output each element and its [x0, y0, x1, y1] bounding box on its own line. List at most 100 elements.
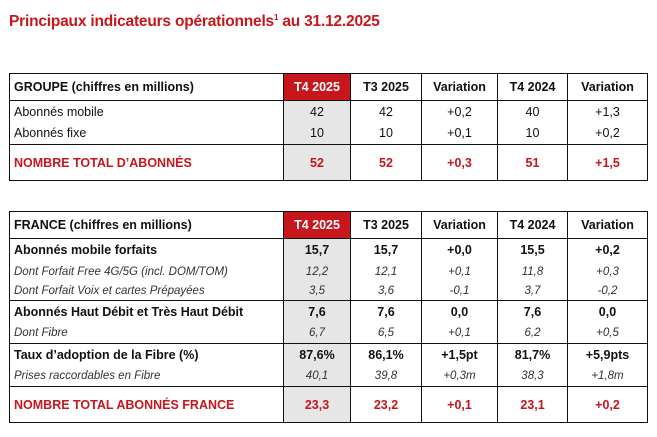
- table-cell: 0,0: [421, 300, 498, 323]
- table-cell: +0,3: [567, 261, 648, 282]
- table-cell: 3,5: [283, 281, 351, 301]
- table-cell: 6,2: [497, 322, 568, 344]
- table-cell: 87,6%: [283, 343, 351, 366]
- table-cell: 3,7: [497, 281, 568, 301]
- table-cell: 10: [497, 122, 568, 145]
- row-label: Abonnés fixe: [9, 122, 284, 145]
- table-cell: 38,3: [497, 365, 568, 387]
- table-cell: +0,1: [421, 122, 498, 145]
- column-header: T3 2025: [350, 211, 422, 239]
- table-header-label: FRANCE (chiffres en millions): [9, 211, 284, 239]
- title-text: Principaux indicateurs opérationnels: [9, 13, 274, 31]
- france-table: FRANCE (chiffres en millions) T4 2025 T3 2…: [9, 211, 648, 423]
- row-label: Prises raccordables en Fibre: [9, 365, 284, 387]
- table-cell: 12,2: [283, 261, 351, 282]
- table-cell: 15,7: [283, 238, 351, 262]
- table-section: Abonnés mobile forfaits 15,7 15,7 +0,0 15,5 +…: [9, 238, 648, 301]
- table-row: NOMBRE TOTAL D’ABONNÉS 52 52 +0,3 51 +1,5: [9, 144, 648, 181]
- table-cell: 23,1: [497, 386, 568, 423]
- column-header: T3 2025: [350, 73, 422, 101]
- table-cell: +1,5pt: [421, 343, 498, 366]
- table-section: Abonnés mobile 42 42 +0,2 40 +1,3 Abonnés fixe…: [9, 100, 648, 145]
- table-row: Taux d’adoption de la Fibre (%) 87,6% 86,1…: [9, 343, 648, 366]
- table-cell: +0,3: [421, 144, 498, 181]
- table-cell: 11,8: [497, 261, 568, 282]
- column-header: T4 2024: [497, 73, 568, 101]
- table-cell: 52: [283, 144, 351, 181]
- table-cell: -0,2: [567, 281, 648, 301]
- footnote-marker: 1: [273, 13, 279, 22]
- table-cell: +0,2: [567, 122, 648, 145]
- table-cell: 42: [283, 100, 351, 123]
- table-cell: 40,1: [283, 365, 351, 387]
- row-label: NOMBRE TOTAL D’ABONNÉS: [9, 144, 284, 181]
- table-cell: 6,7: [283, 322, 351, 344]
- table-cell: +1,8m: [567, 365, 648, 387]
- table-cell: +1,3: [567, 100, 648, 123]
- table-row: Abonnés mobile forfaits 15,7 15,7 +0,0 15,5 +…: [9, 238, 648, 262]
- column-header: Variation: [421, 211, 498, 239]
- table-cell: 86,1%: [350, 343, 422, 366]
- table-header-label: GROUPE (chiffres en millions): [9, 73, 284, 101]
- table-section: Taux d’adoption de la Fibre (%) 87,6% 86,1…: [9, 343, 648, 387]
- table-cell: 42: [350, 100, 422, 123]
- table-cell: 23,3: [283, 386, 351, 423]
- row-label: Dont Forfait Voix et cartes Prépayées: [9, 281, 284, 301]
- title-date: au 31.12.2025: [278, 13, 380, 31]
- table-cell: 52: [350, 144, 422, 181]
- table-cell: 12,1: [350, 261, 422, 282]
- table-cell: +0,0: [421, 238, 498, 262]
- table-cell: 0,0: [567, 300, 648, 323]
- table-cell: 15,7: [350, 238, 422, 262]
- table-cell: 10: [283, 122, 351, 145]
- row-label: Taux d’adoption de la Fibre (%): [9, 343, 284, 366]
- column-header: Variation: [567, 211, 648, 239]
- table-cell: 23,2: [350, 386, 422, 423]
- groupe-table: GROUPE (chiffres en millions) T4 2025 T3 2…: [9, 73, 648, 181]
- table-row: NOMBRE TOTAL ABONNÉS FRANCE 23,3 23,2 +0,1 2…: [9, 386, 648, 423]
- table-cell: 3,6: [350, 281, 422, 301]
- table-cell: +5,9pts: [567, 343, 648, 366]
- table-section: Abonnés Haut Débit et Très Haut Débit 7,6…: [9, 300, 648, 344]
- table-cell: 39,8: [350, 365, 422, 387]
- table-cell: 40: [497, 100, 568, 123]
- table-row: Prises raccordables en Fibre 40,1 39,8 +0,3…: [9, 365, 648, 387]
- column-header: T4 2025: [283, 211, 351, 239]
- column-header: Variation: [421, 73, 498, 101]
- table-cell: 7,6: [283, 300, 351, 323]
- table-cell: -0,1: [421, 281, 498, 301]
- table-cell: +1,5: [567, 144, 648, 181]
- table-cell: 10: [350, 122, 422, 145]
- table-row: Abonnés Haut Débit et Très Haut Débit 7,6…: [9, 300, 648, 323]
- row-label: Abonnés Haut Débit et Très Haut Débit: [9, 300, 284, 323]
- table-cell: 6,5: [350, 322, 422, 344]
- row-label: Abonnés mobile forfaits: [9, 238, 284, 262]
- row-label: Dont Forfait Free 4G/5G (incl. DOM/TOM): [9, 261, 284, 282]
- table-cell: 7,6: [497, 300, 568, 323]
- table-cell: +0,2: [567, 238, 648, 262]
- table-row: Dont Forfait Voix et cartes Prépayées 3,5…: [9, 281, 648, 301]
- table-row: Abonnés fixe 10 10 +0,1 10 +0,2: [9, 122, 648, 145]
- column-header: T4 2025: [283, 73, 351, 101]
- table-cell: +0,1: [421, 261, 498, 282]
- table-cell: 7,6: [350, 300, 422, 323]
- row-label: Abonnés mobile: [9, 100, 284, 123]
- table-cell: +0,1: [421, 322, 498, 344]
- table-row: Abonnés mobile 42 42 +0,2 40 +1,3: [9, 100, 648, 123]
- header-row: FRANCE (chiffres en millions) T4 2025 T3 2…: [9, 211, 648, 239]
- table-cell: +0,2: [421, 100, 498, 123]
- table-cell: +0,2: [567, 386, 648, 423]
- header-row: GROUPE (chiffres en millions) T4 2025 T3 2…: [9, 73, 648, 101]
- table-cell: +0,3m: [421, 365, 498, 387]
- table-row: Dont Fibre 6,7 6,5 +0,1 6,2 +0,5: [9, 322, 648, 344]
- table-cell: 51: [497, 144, 568, 181]
- table-section: NOMBRE TOTAL D’ABONNÉS 52 52 +0,3 51 +1,5: [9, 144, 648, 181]
- table-cell: +0,1: [421, 386, 498, 423]
- column-header: Variation: [567, 73, 648, 101]
- page-title: Principaux indicateurs opérationnels1 au…: [9, 13, 380, 31]
- table-cell: 15,5: [497, 238, 568, 262]
- row-label: NOMBRE TOTAL ABONNÉS FRANCE: [9, 386, 284, 423]
- table-cell: +0,5: [567, 322, 648, 344]
- table-section: NOMBRE TOTAL ABONNÉS FRANCE 23,3 23,2 +0,1 2…: [9, 386, 648, 423]
- row-label: Dont Fibre: [9, 322, 284, 344]
